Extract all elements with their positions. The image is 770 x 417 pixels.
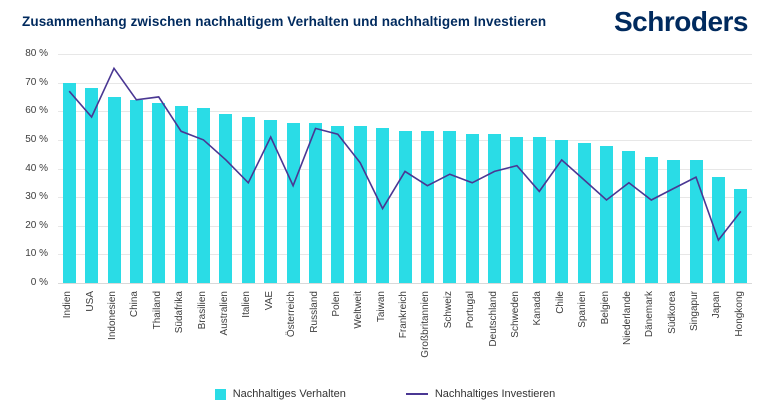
bar-Chile	[555, 139, 569, 283]
bar-Frankreich	[398, 131, 412, 283]
line-series	[68, 66, 742, 242]
y-axis-tick-80: 80 %	[25, 48, 48, 59]
y-axis-tick-30: 30 %	[25, 191, 48, 203]
legend-bar-label: Nachhaltiges Verhalten	[232, 388, 346, 400]
y-axis-tick-20: 20 %	[25, 219, 48, 231]
y-axis-tick-70: 70 %	[25, 76, 48, 88]
legend-line-label: Nachhaltiges Investieren	[434, 388, 556, 400]
x-axis-label-Österreich: Österreich	[286, 291, 298, 338]
gridline-80	[58, 54, 752, 55]
bar-Österreich	[286, 122, 300, 283]
legend-item-line: Nachhaltiges Investieren	[405, 388, 556, 400]
x-axis-label-Frankreich: Frankreich	[398, 291, 409, 339]
bar-Großbritannien	[420, 131, 434, 283]
x-axis-label-Schweden: Schweden	[509, 291, 521, 338]
bar-Hongkong	[734, 188, 748, 283]
x-axis-label-Japan: Japan	[711, 291, 723, 319]
bar-Deutschland	[488, 134, 501, 283]
y-axis-tick-60: 60 %	[25, 105, 48, 117]
bar-Russland	[309, 122, 322, 283]
bar-Polen	[331, 125, 345, 283]
x-axis-label-VAE: VAE	[263, 291, 275, 311]
y-axis-tick-50: 50 %	[25, 133, 48, 145]
bar-Italien	[241, 117, 255, 283]
y-axis-tick-10: 10 %	[25, 248, 48, 260]
bar-VAE	[264, 119, 278, 283]
bar-Singapur	[689, 159, 703, 283]
x-axis-label-Belgien: Belgien	[599, 291, 611, 325]
gridline-70	[58, 82, 752, 84]
x-axis-label-Brasilien: Brasilien	[196, 291, 208, 330]
legend-item-bar: Nachhaltiges Verhalten	[214, 388, 346, 400]
x-axis-label-Großbritannien: Großbritannien	[420, 291, 432, 358]
x-axis-label-China: China	[129, 291, 141, 318]
bar-Portugal	[465, 134, 479, 283]
x-axis-label-Deutschland: Deutschland	[487, 291, 499, 347]
x-axis-label-Kanada: Kanada	[532, 291, 544, 326]
bar-China	[129, 99, 143, 283]
x-axis-label-Indonesien: Indonesien	[107, 291, 118, 340]
x-axis-label-Indien: Indien	[62, 291, 74, 319]
x-axis-label-Niederlande: Niederlande	[621, 291, 633, 345]
x-axis-label-Russland: Russland	[308, 291, 320, 333]
x-axis-label-Südafrika: Südafrika	[174, 291, 186, 334]
x-axis-label-Thailand: Thailand	[151, 291, 163, 330]
bar-swatch-icon	[214, 388, 226, 400]
y-axis-tick-0: 0 %	[30, 277, 48, 288]
x-axis-label-Spanien: Spanien	[577, 291, 589, 328]
bar-Belgien	[600, 145, 613, 283]
bar-Dänemark	[644, 157, 658, 283]
x-axis-label-Taiwan: Taiwan	[375, 291, 387, 323]
bar-Südafrika	[174, 105, 188, 283]
bar-Weltweit	[353, 125, 367, 283]
page-title: Zusammenhang zwischen nachhaltigem Verha…	[22, 14, 547, 29]
schroders-logo: Schroders	[614, 6, 749, 37]
x-axis-label-Dänemark: Dänemark	[644, 291, 656, 338]
bar-Indien	[62, 82, 76, 283]
bar-Taiwan	[376, 128, 390, 283]
bar-Niederlande	[622, 151, 636, 283]
bar-Brasilien	[197, 108, 210, 283]
x-axis-label-Schweiz: Schweiz	[442, 291, 454, 329]
gridline-0	[58, 283, 752, 284]
bar-Schweden	[510, 137, 524, 283]
y-axis-tick-40: 40 %	[25, 162, 48, 174]
x-axis-label-Australien: Australien	[218, 291, 230, 336]
x-axis-label-Südkorea: Südkorea	[666, 291, 678, 334]
x-axis-label-Chile: Chile	[554, 291, 566, 314]
x-axis-label-Hongkong: Hongkong	[733, 291, 745, 337]
x-axis-label-Italien: Italien	[241, 291, 253, 318]
bar-Thailand	[152, 102, 166, 283]
x-axis-label-Portugal: Portugal	[465, 291, 477, 329]
x-axis-label-USA: USA	[84, 291, 96, 312]
chart-legend: Nachhaltiges Verhalten Nachhaltiges Inve…	[0, 388, 770, 400]
chart-plot-area	[58, 50, 752, 284]
gridline-60	[58, 111, 752, 113]
x-axis-label-Polen: Polen	[330, 291, 342, 317]
bar-Japan	[711, 177, 725, 283]
bar-Indonesien	[107, 96, 121, 283]
x-axis-label-Singapur: Singapur	[689, 291, 700, 332]
bar-Kanada	[532, 137, 546, 283]
line-swatch-icon	[405, 393, 428, 395]
bar-Schweiz	[443, 131, 457, 283]
x-axis-label-Weltweit: Weltweit	[353, 291, 365, 329]
bar-USA	[85, 88, 99, 283]
